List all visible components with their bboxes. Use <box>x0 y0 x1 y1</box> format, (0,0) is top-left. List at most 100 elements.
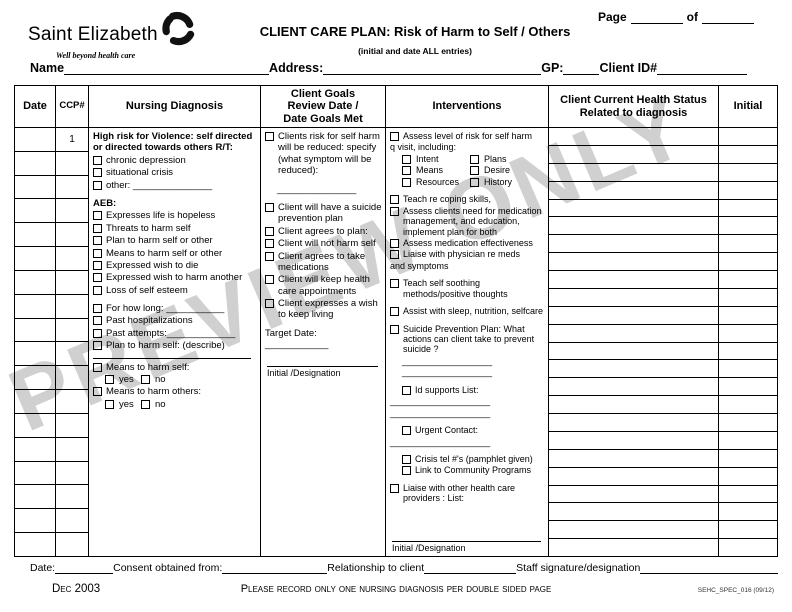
checkbox-icon[interactable] <box>265 299 274 309</box>
checkbox-option[interactable]: Means <box>402 165 470 176</box>
checkbox-icon[interactable] <box>141 375 150 385</box>
checkbox-icon[interactable] <box>93 211 102 221</box>
checkbox-icon[interactable] <box>265 226 274 236</box>
entry-line-cell[interactable] <box>549 360 718 379</box>
entry-line-cell[interactable] <box>549 164 718 182</box>
checkbox-icon[interactable] <box>93 341 102 351</box>
entry-line-cell[interactable]: 1 <box>56 128 88 152</box>
checkbox-icon[interactable] <box>93 248 102 258</box>
checkbox-icon[interactable] <box>93 316 102 326</box>
entry-line-cell[interactable] <box>549 146 718 164</box>
entry-line-cell[interactable] <box>15 485 55 510</box>
entry-line-cell[interactable] <box>549 521 718 540</box>
entry-line-cell[interactable] <box>15 176 55 200</box>
entry-line-cell[interactable] <box>56 342 88 367</box>
entry-line-cell[interactable] <box>56 533 88 556</box>
entry-line-cell[interactable] <box>719 468 777 486</box>
checkbox-icon[interactable] <box>93 223 102 233</box>
entry-line-cell[interactable] <box>56 152 88 176</box>
checkbox-option[interactable]: Intent <box>402 154 470 164</box>
checkbox-option[interactable]: Desire <box>470 165 510 176</box>
checkbox-icon[interactable] <box>402 454 411 464</box>
page-total-blank[interactable] <box>702 11 754 24</box>
checkbox-icon[interactable] <box>390 307 399 317</box>
entry-line-cell[interactable] <box>549 253 718 271</box>
entry-line-cell[interactable] <box>549 128 718 146</box>
entry-line-cell[interactable] <box>56 462 88 486</box>
checkbox-option[interactable]: no <box>141 399 166 410</box>
entry-line-cell[interactable] <box>719 503 777 522</box>
entry-line-cell[interactable] <box>549 414 718 432</box>
entry-line-cell[interactable] <box>15 438 55 462</box>
checkbox-icon[interactable] <box>93 304 102 314</box>
name-blank[interactable] <box>64 61 270 75</box>
checkbox-icon[interactable] <box>402 466 411 476</box>
checkbox-icon[interactable] <box>402 426 411 436</box>
entry-line-cell[interactable] <box>549 539 718 556</box>
entry-line-cell[interactable] <box>549 217 718 236</box>
staff-signature-blank[interactable] <box>640 562 778 574</box>
entry-line-cell[interactable] <box>56 223 88 248</box>
entry-line-cell[interactable] <box>719 289 777 307</box>
checkbox-icon[interactable] <box>105 375 114 385</box>
entry-line-cell[interactable] <box>15 152 55 176</box>
checkbox-icon[interactable] <box>265 202 274 212</box>
entry-line-cell[interactable] <box>549 503 718 522</box>
entry-line-cell[interactable] <box>549 182 718 200</box>
entry-line-cell[interactable] <box>549 289 718 307</box>
checkbox-icon[interactable] <box>93 180 102 190</box>
entry-line-cell[interactable] <box>719 200 777 218</box>
entry-line-cell[interactable] <box>56 485 88 510</box>
entry-line-cell[interactable] <box>549 235 718 254</box>
checkbox-icon[interactable] <box>470 154 479 164</box>
checkbox-icon[interactable] <box>93 328 102 338</box>
checkbox-icon[interactable] <box>402 154 411 164</box>
checkbox-icon[interactable] <box>470 177 479 187</box>
entry-line-cell[interactable] <box>719 235 777 254</box>
entry-line-cell[interactable] <box>56 438 88 462</box>
consent-date-blank[interactable] <box>55 562 114 574</box>
page-number-blank[interactable] <box>630 11 683 24</box>
entry-line-cell[interactable] <box>15 271 55 295</box>
entry-line-cell[interactable] <box>56 176 88 200</box>
checkbox-icon[interactable] <box>105 399 114 409</box>
checkbox-option[interactable]: yes <box>105 374 141 385</box>
checkbox-icon[interactable] <box>265 275 274 285</box>
entry-line-cell[interactable] <box>56 199 88 224</box>
checkbox-icon[interactable] <box>93 260 102 270</box>
entry-line-cell[interactable] <box>719 521 777 540</box>
entry-line-cell[interactable] <box>719 343 777 361</box>
entry-line-cell[interactable] <box>15 319 55 343</box>
checkbox-icon[interactable] <box>93 285 102 295</box>
entry-line-cell[interactable] <box>719 217 777 236</box>
entry-line-cell[interactable] <box>15 366 55 391</box>
entry-line-cell[interactable] <box>15 414 55 438</box>
entry-line-cell[interactable] <box>15 199 55 224</box>
checkbox-icon[interactable] <box>265 239 274 249</box>
entry-line-cell[interactable] <box>549 200 718 218</box>
checkbox-icon[interactable] <box>390 132 399 141</box>
entry-line-cell[interactable] <box>15 342 55 367</box>
entry-line-cell[interactable] <box>719 450 777 468</box>
checkbox-icon[interactable] <box>93 155 102 165</box>
checkbox-icon[interactable] <box>93 362 102 372</box>
entry-line-cell[interactable] <box>56 295 88 319</box>
checkbox-option[interactable]: yes <box>105 399 141 410</box>
entry-line-cell[interactable] <box>719 378 777 397</box>
entry-line-cell[interactable] <box>56 414 88 438</box>
entry-line-cell[interactable] <box>719 182 777 200</box>
checkbox-icon[interactable] <box>390 279 399 289</box>
entry-line-cell[interactable] <box>549 307 718 325</box>
checkbox-icon[interactable] <box>265 251 274 261</box>
entry-line-cell[interactable] <box>56 390 88 414</box>
entry-line-cell[interactable] <box>719 486 777 504</box>
entry-line-cell[interactable] <box>549 271 718 289</box>
consent-from-blank[interactable] <box>222 562 328 574</box>
entry-line-cell[interactable] <box>549 468 718 486</box>
entry-line-cell[interactable] <box>719 307 777 325</box>
entry-line-cell[interactable] <box>549 432 718 450</box>
checkbox-icon[interactable] <box>402 166 411 176</box>
checkbox-option[interactable]: History <box>470 177 512 187</box>
entry-line-cell[interactable] <box>719 325 777 343</box>
entry-line-cell[interactable] <box>719 396 777 414</box>
